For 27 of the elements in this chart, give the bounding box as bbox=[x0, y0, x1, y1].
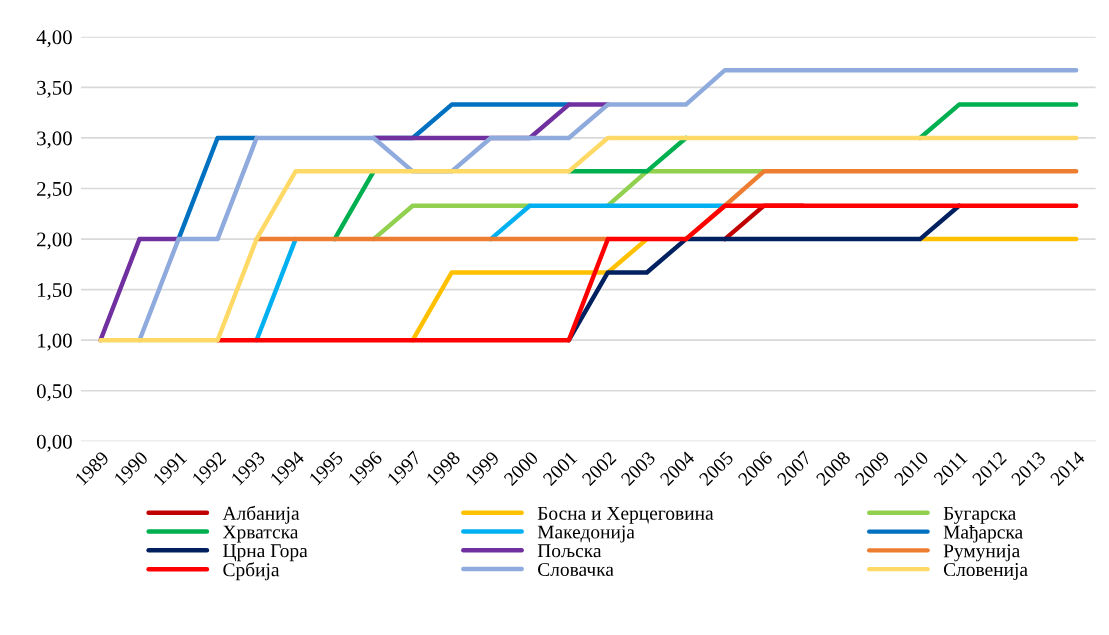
legend-label: Црна Гора bbox=[223, 544, 308, 562]
line-series bbox=[98, 135, 1079, 343]
y-tick-label: 4,00 bbox=[36, 30, 72, 48]
y-tick-label: 1,50 bbox=[38, 283, 72, 301]
legend-label: Босна и Херцеговина bbox=[537, 506, 714, 524]
x-tick-label: 1999 bbox=[464, 450, 500, 486]
x-tick-label: 2011 bbox=[933, 450, 968, 486]
legend-label: Пољска bbox=[537, 544, 602, 558]
legend-label: Словенија bbox=[943, 563, 1028, 581]
y-tick-label: 0,50 bbox=[36, 384, 72, 402]
x-tick-label: 1998 bbox=[425, 450, 461, 486]
legend-label: Румунија bbox=[943, 544, 1020, 562]
legend-label: Албанија bbox=[222, 505, 300, 524]
y-tick-label: 3,00 bbox=[37, 131, 72, 149]
y-tick-label: 2,00 bbox=[37, 232, 72, 250]
legend-label: Хрватска bbox=[222, 525, 299, 543]
y-tick-label: 0,00 bbox=[36, 434, 72, 452]
x-tick-label: 1991 bbox=[152, 450, 188, 486]
y-tick-label: 1,00 bbox=[38, 333, 72, 351]
legend-label: Бугарска bbox=[943, 506, 1016, 524]
legend-label: Мађарска bbox=[943, 524, 1023, 543]
legend-label: Словачка bbox=[538, 562, 614, 577]
y-tick-label: 2,50 bbox=[37, 181, 72, 199]
x-tick-label: 2001 bbox=[542, 450, 578, 487]
y-tick-label: 3,50 bbox=[37, 80, 72, 98]
legend-label: Србија bbox=[223, 562, 280, 581]
legend-label: Македонија bbox=[537, 525, 635, 543]
